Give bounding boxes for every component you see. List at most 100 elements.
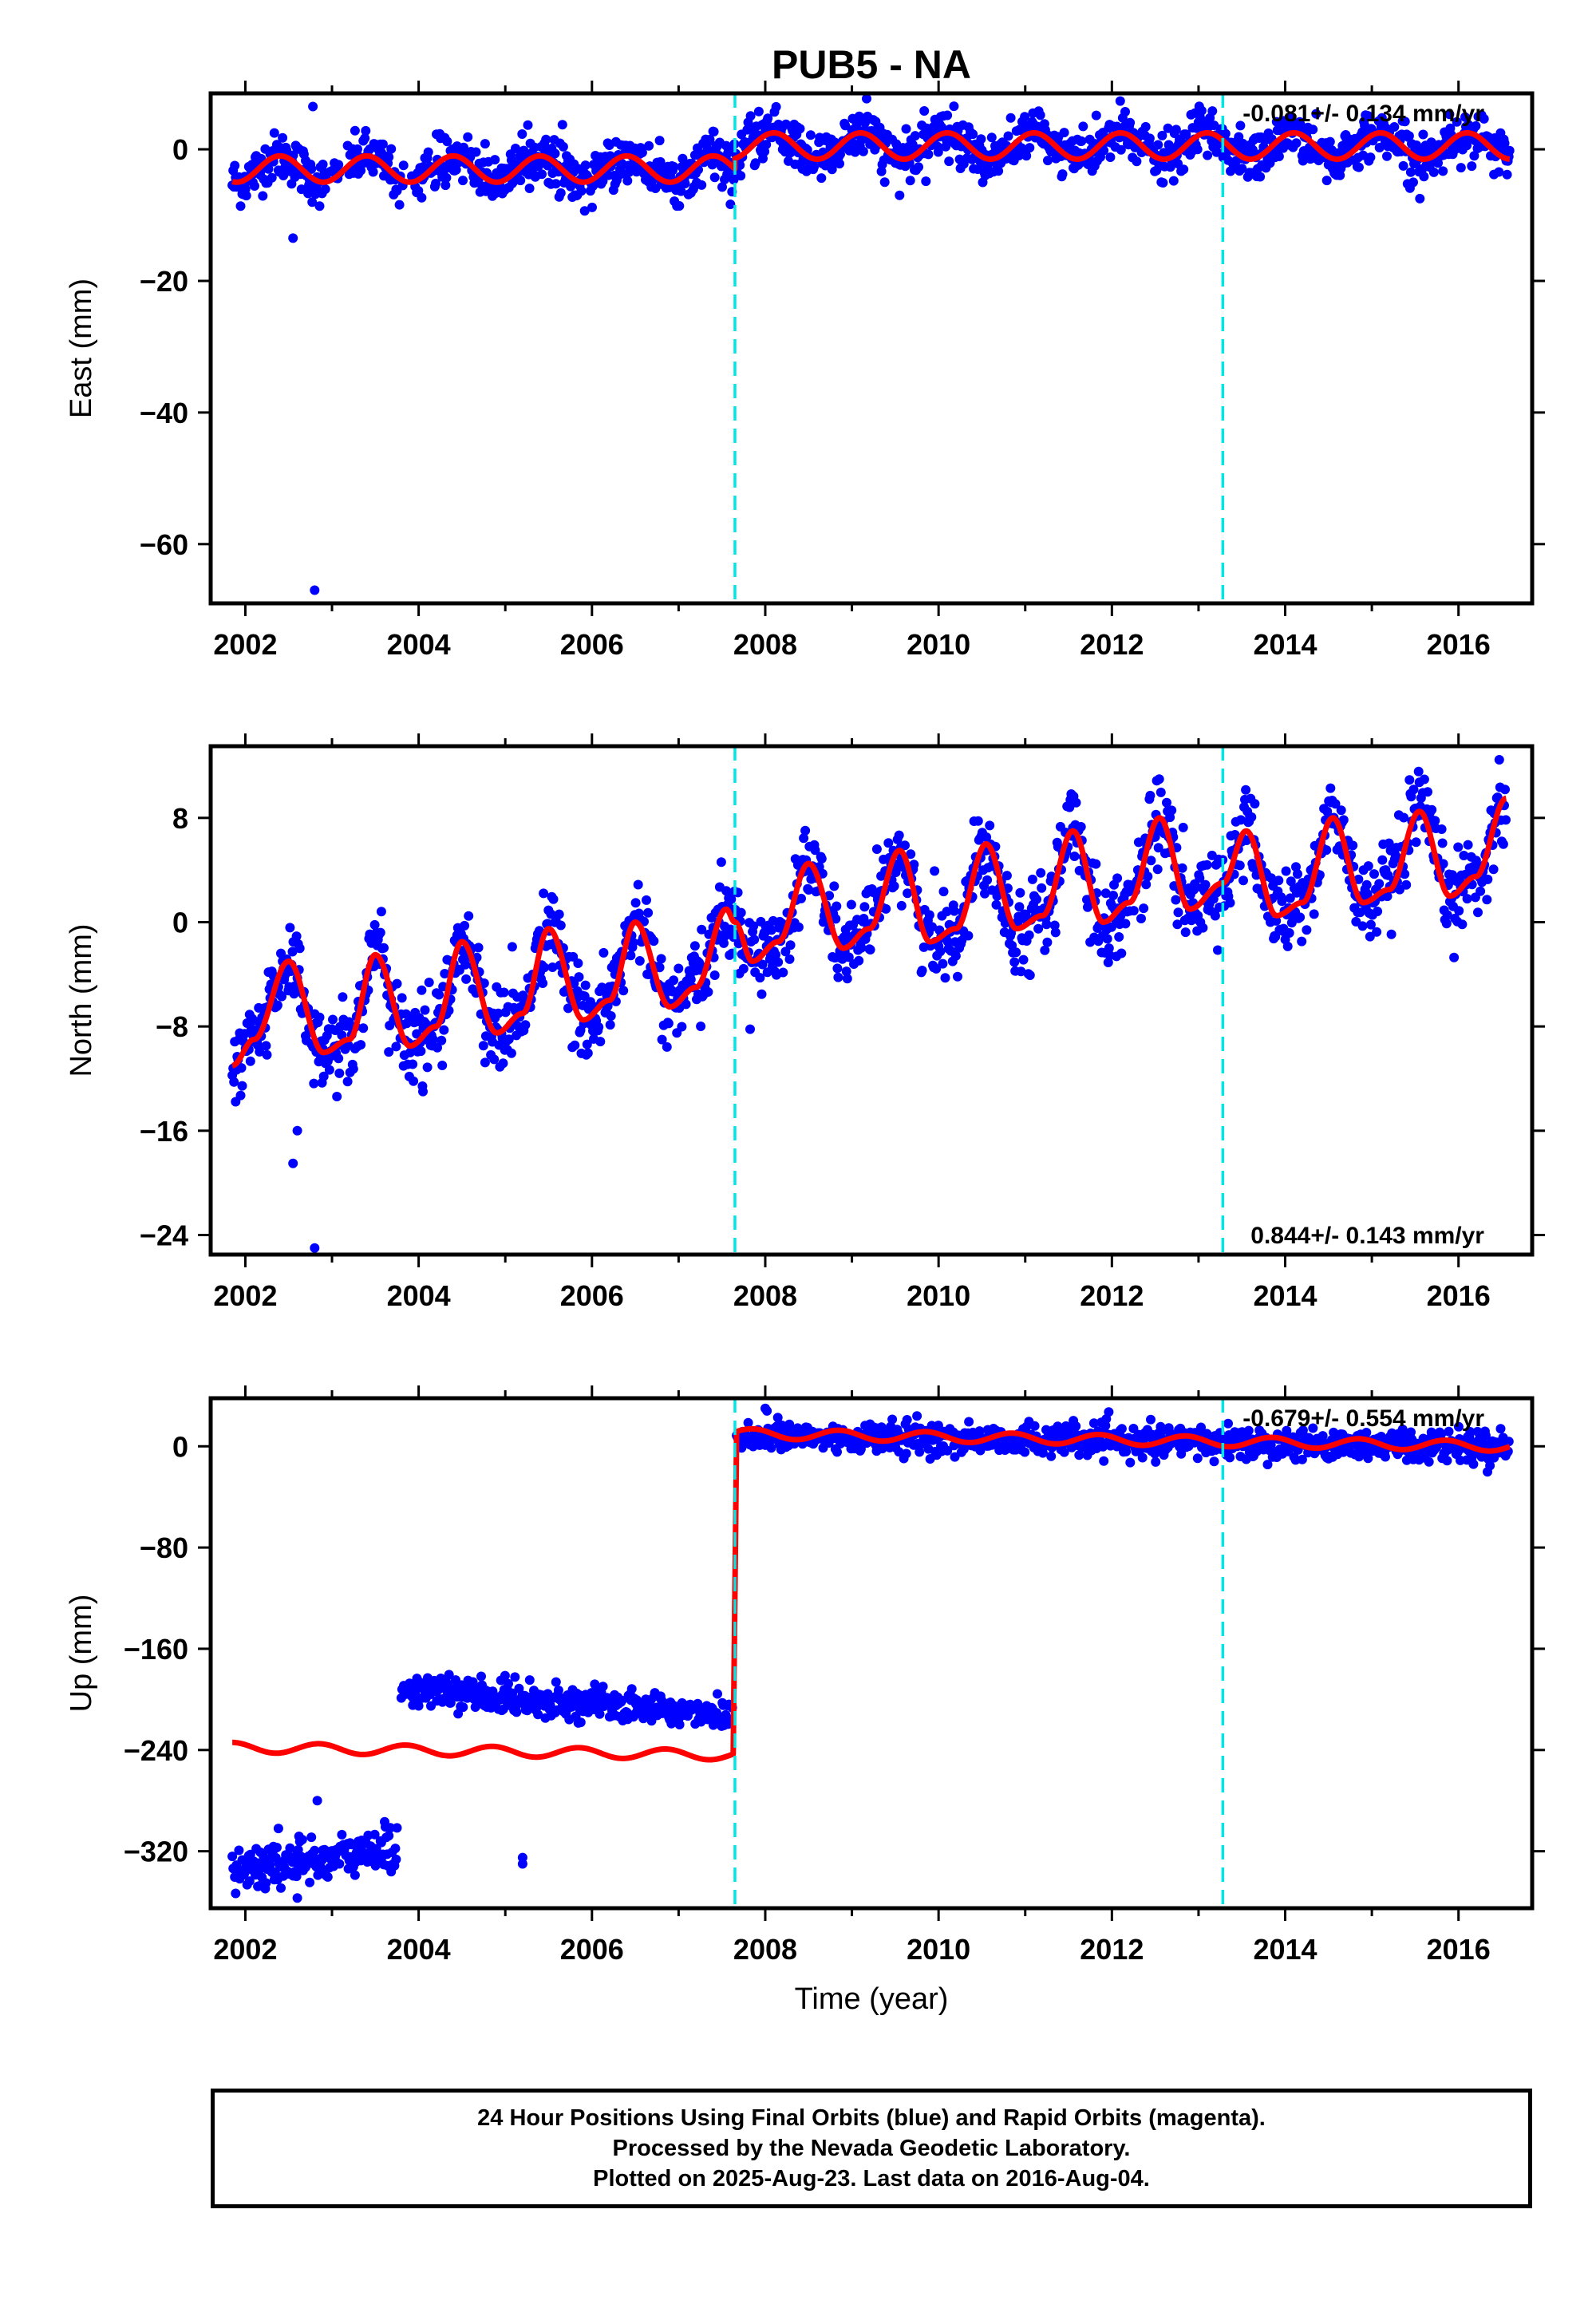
data-point bbox=[1430, 816, 1440, 826]
data-point bbox=[1433, 158, 1443, 168]
data-point bbox=[1281, 866, 1291, 876]
data-point bbox=[676, 186, 686, 196]
data-point bbox=[236, 1063, 247, 1073]
data-point bbox=[994, 166, 1004, 176]
footer-line-2: Processed by the Nevada Geodetic Laborat… bbox=[612, 2136, 1131, 2161]
data-point bbox=[1020, 1447, 1030, 1457]
data-point bbox=[551, 1677, 561, 1687]
data-point bbox=[580, 160, 591, 171]
x-tick-label: 2016 bbox=[1427, 1279, 1491, 1312]
data-point bbox=[725, 924, 736, 935]
data-point bbox=[1210, 911, 1220, 921]
data-point bbox=[669, 975, 679, 986]
data-point bbox=[350, 125, 360, 136]
data-point bbox=[310, 1845, 320, 1856]
data-point bbox=[982, 875, 993, 885]
data-point bbox=[771, 101, 781, 112]
data-point bbox=[905, 176, 915, 186]
data-point bbox=[539, 962, 550, 973]
data-point bbox=[1427, 804, 1437, 815]
data-point bbox=[422, 1062, 433, 1073]
data-point bbox=[709, 970, 720, 980]
data-point bbox=[428, 1034, 438, 1045]
y-tick-label: 0 bbox=[172, 907, 188, 939]
data-point bbox=[1495, 1424, 1506, 1434]
data-point bbox=[1369, 869, 1379, 879]
data-point bbox=[1266, 873, 1276, 883]
data-point bbox=[324, 1065, 334, 1075]
data-point bbox=[1504, 145, 1515, 156]
data-point bbox=[318, 160, 328, 169]
data-point bbox=[657, 1034, 667, 1045]
data-point bbox=[644, 970, 654, 979]
data-point bbox=[1348, 840, 1358, 851]
x-tick-label: 2006 bbox=[560, 1279, 624, 1312]
data-point bbox=[258, 191, 268, 201]
data-point bbox=[1321, 845, 1332, 856]
data-point bbox=[1151, 1456, 1161, 1467]
data-point bbox=[1382, 891, 1393, 902]
data-point bbox=[889, 881, 899, 891]
data-point bbox=[721, 886, 732, 896]
data-point bbox=[1452, 117, 1462, 127]
data-point bbox=[1404, 775, 1415, 785]
data-point bbox=[1168, 176, 1179, 186]
data-point bbox=[906, 849, 916, 860]
data-point bbox=[895, 190, 905, 200]
data-point bbox=[1438, 859, 1448, 869]
north-x-axis: 2002 2004 2006 2008 2010 2012 2014 2016 bbox=[213, 733, 1491, 1312]
data-point bbox=[1036, 868, 1046, 878]
data-point bbox=[307, 197, 318, 207]
data-point bbox=[1171, 895, 1181, 905]
data-point bbox=[862, 93, 871, 104]
data-point bbox=[949, 906, 959, 916]
data-point bbox=[745, 111, 756, 121]
data-point bbox=[348, 1064, 358, 1074]
data-point bbox=[1372, 927, 1382, 937]
x-tick-label: 2002 bbox=[213, 628, 277, 661]
data-point bbox=[1167, 805, 1177, 816]
data-point bbox=[713, 1689, 722, 1699]
data-point bbox=[1025, 143, 1035, 153]
data-point bbox=[1498, 839, 1508, 849]
data-point bbox=[1211, 147, 1222, 157]
data-point bbox=[538, 978, 548, 988]
data-point bbox=[1071, 1421, 1081, 1432]
data-point bbox=[1137, 1452, 1148, 1463]
data-point bbox=[575, 1717, 586, 1728]
data-point bbox=[879, 177, 890, 188]
y-tick-label: 0 bbox=[172, 133, 188, 166]
data-point bbox=[804, 885, 814, 895]
data-point bbox=[342, 1077, 353, 1087]
data-point bbox=[294, 943, 305, 954]
data-point bbox=[433, 1042, 442, 1053]
data-point bbox=[278, 132, 288, 143]
data-point bbox=[534, 926, 544, 936]
data-point bbox=[444, 1670, 454, 1680]
data-point bbox=[237, 1081, 247, 1091]
x-axis-title: Time (year) bbox=[795, 1982, 949, 2016]
data-point bbox=[479, 978, 489, 988]
data-point bbox=[499, 987, 509, 998]
x-tick-label: 2008 bbox=[733, 1933, 797, 1966]
data-point bbox=[1297, 936, 1307, 947]
data-point bbox=[1003, 131, 1013, 141]
data-point bbox=[1357, 921, 1368, 931]
data-point bbox=[717, 182, 727, 192]
data-point bbox=[1099, 1456, 1109, 1466]
data-point bbox=[757, 959, 768, 970]
data-point bbox=[320, 184, 330, 194]
x-tick-label: 2012 bbox=[1080, 628, 1144, 661]
data-point bbox=[1173, 159, 1183, 168]
data-point bbox=[478, 1041, 488, 1051]
data-point bbox=[1116, 144, 1126, 155]
data-point bbox=[642, 895, 651, 905]
data-point bbox=[749, 935, 760, 945]
data-point bbox=[738, 963, 749, 974]
y-tick-label: −240 bbox=[124, 1734, 188, 1767]
data-point bbox=[234, 1845, 244, 1856]
data-point bbox=[771, 950, 780, 960]
data-point bbox=[461, 974, 472, 984]
y-tick-label: 8 bbox=[172, 802, 188, 835]
data-point bbox=[1444, 109, 1455, 120]
